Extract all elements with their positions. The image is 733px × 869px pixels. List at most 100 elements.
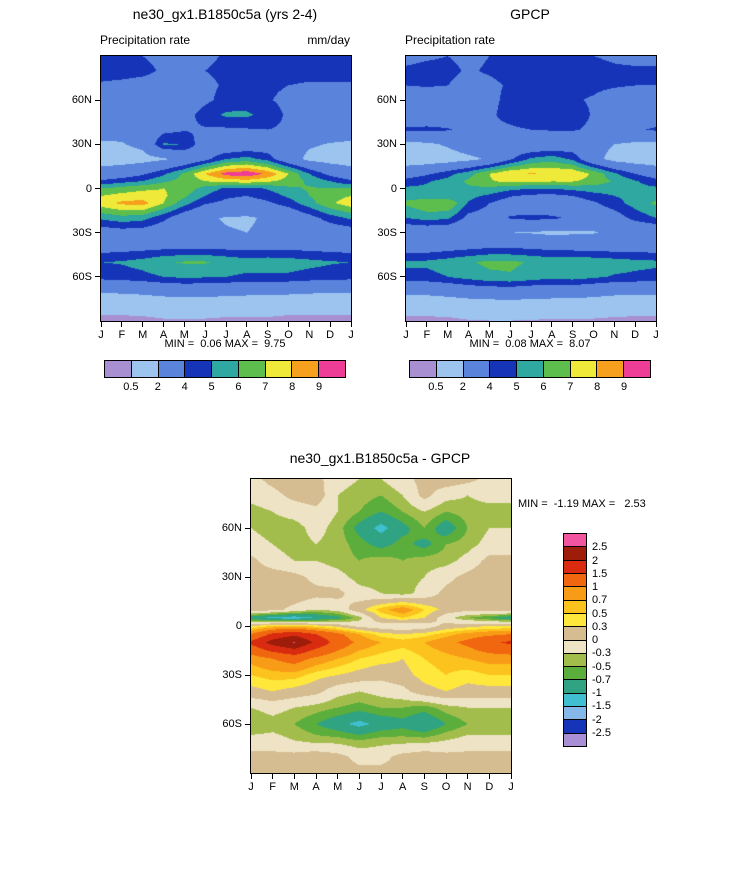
month-tick bbox=[204, 321, 206, 327]
colorbar-tick-label: 0.5 bbox=[428, 381, 444, 393]
lat-tick bbox=[400, 188, 406, 189]
model-units-label: mm/day bbox=[307, 33, 350, 47]
colorbar-cell bbox=[564, 652, 586, 667]
colorbar-cell bbox=[130, 361, 158, 377]
colorbar-cell bbox=[489, 361, 517, 377]
month-tick bbox=[246, 321, 248, 327]
month-tick-label: S bbox=[420, 781, 428, 793]
colorbar-tick-label: 0.7 bbox=[592, 594, 608, 607]
diff-panel-title: ne30_gx1.B1850c5a - GPCP bbox=[289, 450, 471, 466]
lat-tick-label: 60S bbox=[222, 718, 242, 730]
lat-tick bbox=[245, 576, 251, 578]
month-tick-label: J bbox=[248, 781, 254, 793]
month-tick bbox=[250, 773, 252, 779]
model-panel-title: ne30_gx1.B1850c5a (yrs 2-4) bbox=[132, 6, 318, 22]
month-tick-label: J bbox=[528, 329, 534, 341]
month-tick-label: J bbox=[223, 329, 229, 341]
colorbar-tick-label: -2.5 bbox=[592, 726, 611, 739]
colorbar-tick-label: -1.5 bbox=[592, 700, 611, 713]
colorbar-tick-label: 5 bbox=[513, 381, 520, 393]
colorbar-cell bbox=[564, 626, 586, 640]
colorbar-tick-label: 0.3 bbox=[592, 620, 608, 633]
month-tick-label: J bbox=[508, 781, 514, 793]
colorbar-tick-label: 2 bbox=[459, 381, 466, 393]
colorbar-cell bbox=[564, 679, 586, 693]
month-tick bbox=[530, 321, 532, 327]
month-tick bbox=[272, 773, 274, 779]
colorbar-cell bbox=[569, 361, 597, 377]
lat-tick bbox=[400, 143, 406, 145]
colorbar-cell bbox=[410, 361, 436, 377]
month-tick bbox=[572, 321, 574, 327]
colorbar-cell bbox=[564, 534, 586, 547]
month-tick-label: A bbox=[464, 329, 473, 341]
month-tick-label: J bbox=[356, 781, 363, 793]
lat-tick-label: 30N bbox=[71, 138, 92, 151]
colorbar-tick-label: 4 bbox=[486, 381, 493, 393]
colorbar-tick-label: 4 bbox=[181, 381, 188, 393]
lat-tick-label: 60N bbox=[376, 94, 397, 107]
month-tick-label: M bbox=[179, 329, 189, 341]
colorbar-tick-label: 1 bbox=[592, 581, 599, 593]
colorbar-cell bbox=[462, 361, 490, 377]
colorbar-cell bbox=[184, 361, 212, 377]
colorbar-cells bbox=[104, 360, 346, 378]
month-tick-label: M bbox=[443, 329, 453, 341]
lat-tick bbox=[95, 99, 101, 101]
colorbar-cell bbox=[516, 361, 543, 377]
lat-tick-label: 60N bbox=[221, 522, 242, 534]
lat-tick-label: 0 bbox=[235, 620, 242, 632]
month-tick-label: O bbox=[441, 781, 451, 793]
model-minmax-text: MIN = 0.06 MAX = 9.75 bbox=[164, 338, 286, 350]
month-tick bbox=[142, 321, 144, 327]
month-tick-label: S bbox=[568, 329, 577, 341]
month-tick-label: F bbox=[423, 329, 431, 341]
month-tick bbox=[121, 321, 123, 327]
month-tick-label: A bbox=[243, 329, 251, 341]
lat-tick bbox=[95, 232, 101, 234]
colorbar-cell bbox=[291, 361, 319, 377]
lat-tick-label: 60N bbox=[71, 94, 92, 107]
lat-tick-label: 30S bbox=[222, 669, 242, 681]
lat-tick-label: 60S bbox=[72, 270, 92, 283]
month-tick bbox=[288, 321, 289, 327]
month-tick bbox=[445, 773, 447, 779]
month-tick-label: A bbox=[159, 329, 168, 341]
month-tick bbox=[380, 773, 382, 779]
colorbar-tick-label: -0.7 bbox=[592, 673, 611, 686]
month-tick bbox=[100, 321, 102, 327]
colorbar-tick-label: 2 bbox=[154, 381, 161, 393]
colorbar-tick-label: 8 bbox=[289, 381, 296, 393]
colorbar-cell bbox=[564, 599, 586, 613]
lat-tick-label: 30S bbox=[72, 226, 92, 239]
lat-tick-label: 30S bbox=[377, 226, 397, 239]
colorbar-cell bbox=[564, 706, 586, 720]
colorbar-tick-label: 5 bbox=[208, 381, 215, 393]
colorbar-tick-label: 8 bbox=[594, 381, 601, 393]
colorbar-tick-label: 6 bbox=[540, 381, 547, 393]
colorbar-cell bbox=[105, 361, 131, 377]
colorbar-cell bbox=[564, 719, 586, 733]
month-tick-label: D bbox=[485, 781, 494, 793]
month-tick bbox=[315, 773, 317, 779]
month-tick-label: N bbox=[305, 329, 314, 341]
colorbar-cell bbox=[623, 361, 651, 377]
colorbar-tick-label: 2 bbox=[592, 554, 599, 567]
month-tick-label: A bbox=[548, 329, 556, 341]
colorbar-tick-label: -1 bbox=[592, 687, 602, 699]
month-tick bbox=[426, 321, 428, 327]
month-tick-label: O bbox=[284, 329, 293, 341]
month-tick bbox=[655, 321, 657, 327]
model-colorbar: 0.5 2 4 5 6 7 8 9 bbox=[104, 360, 346, 396]
month-tick bbox=[509, 321, 511, 327]
month-tick-label: A bbox=[312, 781, 320, 793]
month-tick bbox=[225, 321, 227, 327]
colorbar-cell bbox=[564, 546, 586, 560]
month-tick bbox=[613, 321, 615, 327]
colorbar-cell bbox=[564, 612, 586, 627]
colorbar-cell bbox=[564, 639, 586, 653]
month-tick-label: J bbox=[403, 329, 409, 341]
month-tick bbox=[423, 773, 425, 779]
month-tick-label: J bbox=[378, 781, 384, 793]
